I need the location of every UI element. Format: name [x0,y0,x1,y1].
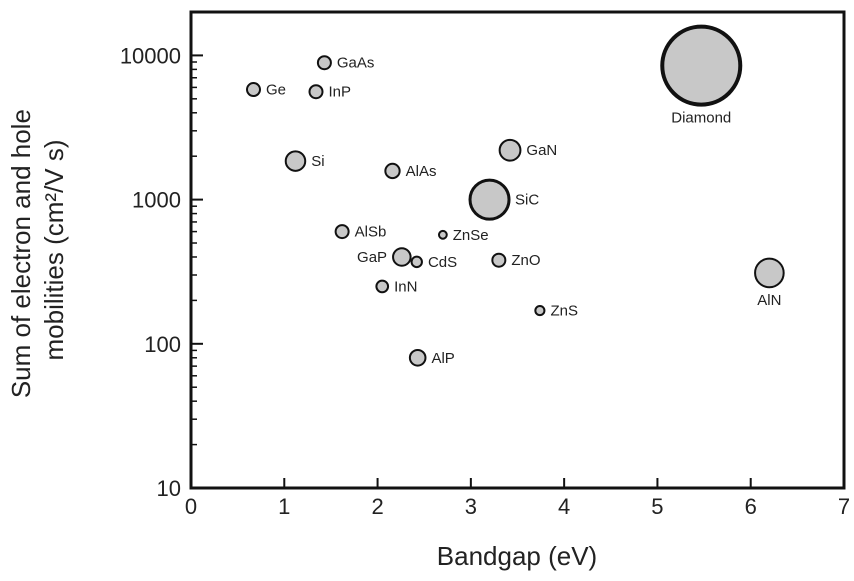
point-label-cds: CdS [428,254,457,271]
plot-frame [189,10,846,490]
y-tick-label: 1000 [132,188,181,213]
x-tick-label: 4 [558,494,570,519]
x-tick-label: 3 [465,494,477,519]
point-gap [392,247,412,267]
point-zno [491,252,507,268]
point-label-gan: GaN [526,142,557,159]
point-label-sic: SiC [515,192,539,209]
x-tick-label: 1 [278,494,290,519]
y-axis-title-line-1: Sum of electron and hole [6,109,36,398]
point-inp [308,84,324,100]
point-label-si: Si [311,153,324,170]
point-label-alp: AlP [431,350,454,367]
x-axis-title: Bandgap (eV) [437,541,597,571]
data-points: GaAs Ge InP Si AlAs GaN SiC Diamond AlSb ZnSe GaP C… [246,24,785,367]
x-tick-label: 7 [838,494,850,519]
point-label-ge: Ge [266,82,286,99]
point-label-gaas: GaAs [337,55,375,72]
point-label-zno: ZnO [511,252,540,269]
svg-text:Sum of electron and hole: Sum of electron and hole mobilities (cm²… [6,102,69,398]
point-alp [408,348,427,367]
y-tick-label: 10000 [120,43,181,68]
point-label-alas: AlAs [406,163,437,180]
point-label-znse: ZnSe [453,227,489,244]
point-diamond [660,24,743,107]
x-tick-label: 0 [185,494,197,519]
axis-ticks [190,54,845,489]
y-axis-title: Sum of electron and hole mobilities (cm²… [6,102,69,398]
point-alsb [334,224,350,240]
point-label-alsb: AlSb [355,224,387,241]
point-cds [410,255,423,269]
x-tick-label: 5 [651,494,663,519]
point-gaas [316,55,332,71]
point-inn [375,279,390,294]
point-sic [468,178,511,221]
point-alas [384,162,401,180]
point-label-gap: GaP [357,249,387,266]
point-zns [534,305,546,317]
point-znse [437,229,448,240]
y-tick-label: 10 [157,476,181,501]
x-tick-label: 2 [371,494,383,519]
y-axis-title-line-2: mobilities (cm²/V s) [39,139,69,360]
point-gan [498,138,522,162]
point-ge [246,82,262,98]
point-label-aln: AlN [757,292,781,309]
x-tick-label: 6 [745,494,757,519]
tick-labels: 0 1 2 3 4 5 6 7 10 100 1000 10000 [120,43,850,519]
point-aln [754,257,785,289]
y-tick-label: 100 [144,332,181,357]
point-label-inn: InN [394,278,417,295]
point-label-inp: InP [329,84,352,101]
point-label-zns: ZnS [550,303,578,320]
point-si [284,150,307,172]
point-label-diamond: Diamond [671,110,731,127]
